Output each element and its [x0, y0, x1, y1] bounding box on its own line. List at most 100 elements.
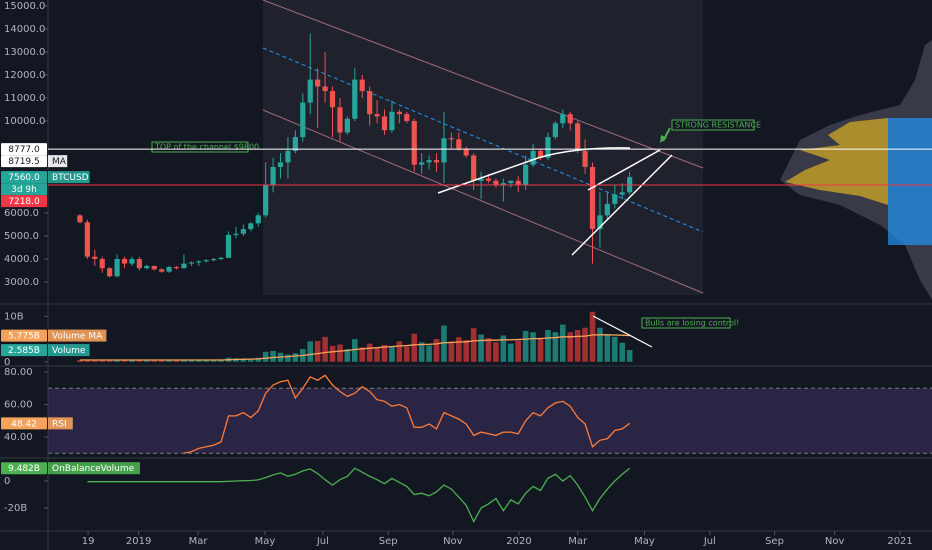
volume-bar [493, 342, 499, 362]
volume-bar [181, 359, 187, 362]
x-tick-label: 2021 [887, 536, 912, 547]
candle-body [263, 185, 269, 216]
volume-bar [196, 360, 202, 362]
y-tick-label: -20B [4, 503, 27, 514]
volume-bar [144, 360, 150, 362]
candle-body [426, 160, 432, 163]
candle-body [515, 180, 521, 186]
x-tick-label: Jul [703, 536, 716, 547]
badge-label: 2.585B [8, 346, 40, 356]
badge [1, 171, 47, 184]
note: STRONG RESISTANCE [675, 121, 761, 130]
candle-body [381, 116, 388, 131]
badge [1, 329, 47, 342]
volume-bar [292, 353, 299, 362]
candle-body [166, 267, 172, 272]
marks [48, 33, 932, 523]
channel-top [262, 0, 704, 169]
y-tick-label: 0 [4, 476, 10, 487]
volume-bar [158, 360, 165, 362]
volume-bar [352, 339, 358, 362]
candle-body [181, 263, 187, 269]
badge-label: 8777.0 [8, 145, 40, 155]
x-tick-label: Nov [825, 536, 845, 547]
y-tick-label: 14000.0 [4, 24, 45, 35]
candle-body [575, 123, 581, 151]
badge [1, 417, 47, 430]
candle-body [248, 223, 254, 230]
channel-area [263, 0, 703, 295]
candle-body [344, 118, 350, 133]
candle-body [225, 234, 232, 258]
candle-body [277, 162, 284, 168]
volume-bar [344, 349, 351, 362]
volume-bar [337, 344, 343, 362]
badge [1, 195, 47, 208]
volume-bar [426, 345, 432, 362]
note-box [641, 317, 731, 329]
badge [1, 155, 47, 168]
volume-bar [173, 360, 180, 362]
candle-body [300, 102, 306, 138]
candle-body [151, 265, 157, 270]
volume-bar [567, 332, 574, 362]
x-tick-label: May [634, 536, 655, 547]
wedge-top [587, 149, 661, 191]
badge-label: 3d 9h [11, 185, 37, 195]
candle-body [173, 267, 180, 269]
volume-bar [626, 350, 633, 362]
volume-bar [129, 360, 135, 362]
candle-body [508, 180, 514, 184]
volume-bar [374, 348, 380, 362]
candle-body [582, 150, 588, 168]
x-tick-label: Mar [189, 536, 209, 547]
volume-bar [240, 358, 247, 362]
volume-bar [314, 340, 321, 362]
volume-bar [612, 336, 618, 362]
note: Bulls are losing control! [645, 319, 739, 328]
candle-body [144, 265, 150, 269]
candle-body [500, 183, 506, 186]
x-tick-label: 19 [82, 536, 95, 547]
channel-mid [262, 47, 704, 233]
badge-name: OnBalanceVolume [52, 464, 135, 474]
candle-body [367, 91, 373, 115]
candle-body [270, 167, 276, 186]
x-tick-label: Mar [568, 536, 588, 547]
badge-label: 5.775B [8, 332, 40, 342]
candle-body [448, 138, 454, 140]
y-tick-label: 6000.0 [4, 208, 39, 219]
volume-bar [404, 346, 410, 362]
volume-bar [307, 341, 314, 362]
volume-bar [411, 333, 418, 362]
volume-bar [478, 334, 484, 362]
volume-bar [285, 354, 291, 362]
candle-body [396, 111, 402, 115]
volume-bar [322, 336, 328, 362]
y-tick-label: 60.00 [4, 400, 33, 411]
badge-label: 7560.0 [8, 173, 40, 183]
volume-bar [218, 360, 224, 362]
x-tick-label: Jul [316, 536, 329, 547]
y-tick-label: 40.00 [4, 432, 33, 443]
candle-body [203, 260, 209, 262]
candle-body [233, 233, 239, 235]
candle-body [478, 178, 484, 181]
volume-bar [151, 360, 158, 362]
candle-body [619, 192, 625, 195]
volume-bar [262, 351, 269, 362]
candle-body [196, 261, 202, 263]
volume-bar [121, 359, 128, 362]
candle-body [159, 269, 165, 272]
y-tick-label: 80.00 [4, 367, 33, 378]
badge-name-box [48, 155, 68, 168]
candle-body [404, 114, 410, 122]
candle-body [337, 107, 343, 133]
volume-bar [381, 345, 388, 362]
volume-bar [389, 345, 395, 362]
volume-ma-line [79, 334, 630, 361]
candle-body [523, 164, 529, 186]
volume-bar [560, 324, 566, 362]
